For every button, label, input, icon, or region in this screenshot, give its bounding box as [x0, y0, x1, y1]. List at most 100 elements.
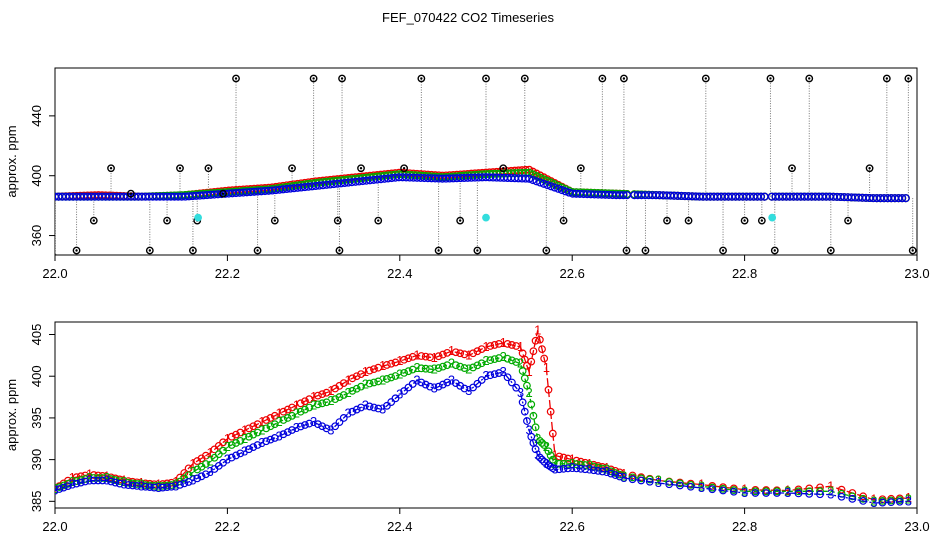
raw-point-center	[312, 77, 315, 80]
raw-point-center	[437, 249, 440, 252]
series-2-label: 2	[189, 464, 196, 479]
series-3-point	[236, 449, 245, 458]
series-3-point	[167, 482, 176, 491]
series-2-label: 2	[603, 462, 610, 477]
series-2-point	[400, 368, 409, 377]
raw-point-center	[523, 77, 526, 80]
raw-point	[145, 246, 154, 255]
series-3-point	[538, 455, 546, 464]
series-2-label: 2	[905, 492, 912, 507]
series-3-point	[335, 418, 344, 426]
series-2-label: 2	[51, 481, 58, 496]
series-3-point	[645, 477, 654, 486]
raw-point	[622, 246, 631, 255]
series-2-point	[417, 364, 426, 373]
series-2-point	[443, 361, 452, 370]
series-2-label: 2	[224, 439, 231, 454]
series-3-point	[751, 489, 760, 497]
raw-point-center	[234, 77, 238, 80]
series-3-point	[576, 464, 585, 473]
series-1-label: 1	[741, 482, 748, 497]
raw-point	[882, 74, 891, 83]
series-1-label: 1	[500, 335, 507, 350]
raw-point	[107, 164, 115, 173]
series-3-point	[607, 469, 615, 478]
series-2-label: 2	[551, 456, 558, 471]
raw-point	[663, 216, 671, 225]
series-2-point	[439, 362, 447, 371]
series-3-point	[145, 483, 154, 492]
series-ch3-point	[550, 183, 559, 192]
raw-point-center	[829, 249, 832, 252]
series-ch3-point	[539, 179, 548, 188]
series-2-label: 2	[500, 349, 507, 364]
series-2-label: 2	[482, 353, 489, 368]
series-2-line	[55, 356, 909, 502]
series-1-point	[535, 335, 544, 344]
series-2-label: 2	[379, 372, 386, 387]
flag-point	[768, 213, 777, 222]
series-1-point	[374, 363, 383, 372]
series-3-point	[887, 498, 896, 507]
raw-point	[232, 74, 240, 83]
raw-point-center	[207, 167, 210, 170]
series-2-point	[495, 354, 503, 362]
series-1-label: 1	[551, 447, 558, 462]
series-1-point	[357, 370, 365, 379]
series-1-point	[512, 342, 521, 350]
x-tick-label: 23.0	[904, 519, 929, 534]
raw-point-center	[256, 249, 259, 252]
series-2-point	[374, 377, 383, 386]
raw-point	[357, 164, 365, 173]
series-2-point	[365, 379, 374, 388]
series-3-point	[676, 481, 684, 490]
series-ch3-point	[619, 191, 628, 200]
series-3-point	[72, 479, 81, 488]
raw-point	[844, 216, 852, 225]
series-1-point	[288, 403, 296, 412]
series-2-point	[283, 414, 292, 422]
series-2-point	[339, 391, 348, 399]
series-2-point	[72, 477, 81, 486]
x-tick-label: 23.0	[904, 266, 929, 281]
raw-point	[338, 74, 346, 83]
series-2-point	[512, 358, 521, 366]
raw-point	[757, 216, 766, 225]
series-1-point	[523, 361, 531, 370]
series-1-point	[443, 348, 452, 357]
series-ch3-point	[901, 194, 910, 203]
series-2-label: 2	[517, 356, 524, 371]
raw-point	[908, 246, 917, 255]
raw-point-center	[562, 219, 565, 222]
raw-point	[333, 216, 342, 225]
series-2-point	[473, 361, 482, 370]
series-1-label: 1	[344, 372, 351, 387]
series-ch3-point	[532, 177, 541, 186]
y-tick-label: 395	[29, 407, 44, 429]
series-3-point	[387, 398, 396, 406]
series-1-point	[98, 471, 107, 480]
series-2-point	[665, 478, 674, 486]
series-3-point	[348, 407, 357, 416]
series-3-point	[111, 478, 120, 487]
series-1-label: 1	[465, 347, 472, 362]
series-3-point	[486, 371, 495, 380]
series-3-point	[163, 483, 171, 492]
series-1-point	[249, 422, 258, 431]
series-1-point	[245, 424, 253, 433]
series-3-point	[98, 476, 107, 485]
series-3-point	[227, 453, 236, 462]
raw-point	[189, 246, 197, 255]
raw-point-center	[402, 167, 406, 170]
series-3-point	[805, 489, 814, 498]
series-1-point	[473, 347, 482, 356]
series-2-point	[322, 398, 331, 407]
series-3-label: 3	[620, 470, 627, 485]
plot-area	[55, 74, 917, 255]
series-3-point	[365, 402, 374, 411]
raw-point	[576, 164, 585, 173]
series-1-label: 1	[120, 472, 127, 487]
series-2-point	[266, 422, 275, 431]
raw-point-center	[148, 249, 152, 252]
series-2-point	[538, 439, 546, 447]
